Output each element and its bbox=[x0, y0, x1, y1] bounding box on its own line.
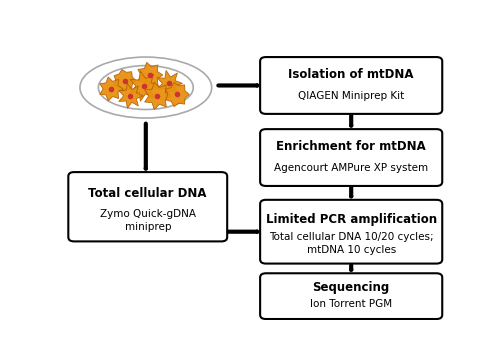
Polygon shape bbox=[100, 77, 124, 101]
FancyBboxPatch shape bbox=[260, 273, 442, 319]
Text: Agencourt AMPure XP system: Agencourt AMPure XP system bbox=[274, 163, 428, 173]
Polygon shape bbox=[114, 69, 136, 92]
Polygon shape bbox=[130, 71, 160, 101]
Text: Total cellular DNA 10/20 cycles;
mtDNA 10 cycles: Total cellular DNA 10/20 cycles; mtDNA 1… bbox=[269, 232, 434, 256]
Text: Total cellular DNA: Total cellular DNA bbox=[88, 187, 207, 200]
Text: QIAGEN Miniprep Kit: QIAGEN Miniprep Kit bbox=[298, 91, 405, 101]
Polygon shape bbox=[157, 71, 182, 96]
FancyBboxPatch shape bbox=[260, 57, 442, 114]
Polygon shape bbox=[118, 84, 143, 108]
Text: Limited PCR amplification: Limited PCR amplification bbox=[266, 213, 437, 226]
FancyBboxPatch shape bbox=[68, 172, 227, 242]
Polygon shape bbox=[144, 82, 172, 109]
FancyBboxPatch shape bbox=[260, 129, 442, 186]
Text: Isolation of mtDNA: Isolation of mtDNA bbox=[288, 68, 414, 81]
Text: Enrichment for mtDNA: Enrichment for mtDNA bbox=[276, 140, 426, 153]
Text: Zymo Quick-gDNA
miniprep: Zymo Quick-gDNA miniprep bbox=[100, 208, 196, 232]
FancyBboxPatch shape bbox=[260, 200, 442, 264]
Text: Ion Torrent PGM: Ion Torrent PGM bbox=[310, 300, 392, 309]
Polygon shape bbox=[166, 82, 190, 107]
Polygon shape bbox=[138, 62, 163, 88]
Text: Sequencing: Sequencing bbox=[312, 282, 390, 294]
